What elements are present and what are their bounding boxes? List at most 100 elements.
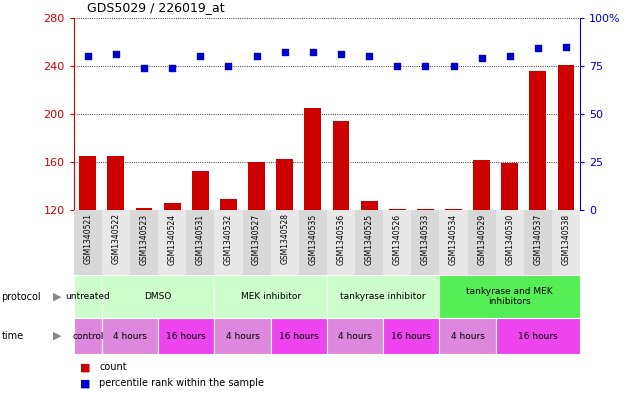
Text: GSM1340537: GSM1340537 bbox=[533, 213, 542, 265]
Point bbox=[223, 62, 233, 69]
Text: 4 hours: 4 hours bbox=[113, 332, 147, 340]
Bar bbox=[163, 203, 181, 355]
Point bbox=[251, 53, 262, 59]
Point bbox=[83, 53, 93, 59]
Text: 16 hours: 16 hours bbox=[279, 332, 319, 340]
Text: percentile rank within the sample: percentile rank within the sample bbox=[99, 378, 264, 388]
Point bbox=[504, 53, 515, 59]
Bar bbox=[158, 210, 187, 275]
Text: tankyrase inhibitor: tankyrase inhibitor bbox=[340, 292, 426, 301]
Text: GSM1340531: GSM1340531 bbox=[196, 213, 205, 264]
Bar bbox=[271, 318, 327, 354]
Text: 16 hours: 16 hours bbox=[518, 332, 558, 340]
Bar bbox=[214, 318, 271, 354]
Text: MEK inhibitor: MEK inhibitor bbox=[240, 292, 301, 301]
Bar bbox=[74, 318, 102, 354]
Bar bbox=[467, 210, 495, 275]
Bar bbox=[327, 275, 440, 318]
Point bbox=[308, 49, 318, 55]
Bar bbox=[271, 210, 299, 275]
Bar bbox=[529, 71, 546, 355]
Text: GSM1340532: GSM1340532 bbox=[224, 213, 233, 264]
Text: GSM1340527: GSM1340527 bbox=[252, 213, 261, 264]
Bar bbox=[158, 318, 214, 354]
Text: GSM1340528: GSM1340528 bbox=[280, 213, 289, 264]
Text: GSM1340523: GSM1340523 bbox=[140, 213, 149, 264]
Bar bbox=[412, 210, 440, 275]
Text: time: time bbox=[1, 331, 24, 341]
Bar bbox=[389, 209, 406, 355]
Bar bbox=[440, 210, 467, 275]
Bar bbox=[417, 209, 434, 355]
Text: ■: ■ bbox=[80, 378, 90, 388]
Bar bbox=[102, 210, 130, 275]
Point bbox=[195, 53, 205, 59]
Text: GSM1340522: GSM1340522 bbox=[112, 213, 121, 264]
Bar bbox=[79, 156, 96, 355]
Bar bbox=[383, 210, 412, 275]
Bar bbox=[445, 209, 462, 355]
Text: control: control bbox=[72, 332, 104, 340]
Bar bbox=[299, 210, 327, 275]
Text: GSM1340521: GSM1340521 bbox=[83, 213, 92, 264]
Bar bbox=[333, 121, 349, 355]
Text: GSM1340529: GSM1340529 bbox=[477, 213, 486, 264]
Bar bbox=[495, 318, 580, 354]
Point bbox=[279, 49, 290, 55]
Text: 16 hours: 16 hours bbox=[167, 332, 206, 340]
Point bbox=[364, 53, 374, 59]
Bar bbox=[355, 210, 383, 275]
Bar bbox=[187, 210, 214, 275]
Text: 4 hours: 4 hours bbox=[338, 332, 372, 340]
Text: GSM1340530: GSM1340530 bbox=[505, 213, 514, 265]
Bar bbox=[276, 158, 293, 355]
Text: protocol: protocol bbox=[1, 292, 41, 302]
Text: GSM1340538: GSM1340538 bbox=[562, 213, 570, 264]
Bar bbox=[130, 210, 158, 275]
Text: count: count bbox=[99, 362, 127, 373]
Text: GSM1340533: GSM1340533 bbox=[421, 213, 430, 265]
Bar bbox=[214, 210, 242, 275]
Text: ▶: ▶ bbox=[53, 331, 61, 341]
Bar bbox=[102, 275, 214, 318]
Bar bbox=[74, 210, 102, 275]
Text: DMSO: DMSO bbox=[144, 292, 172, 301]
Point bbox=[561, 43, 571, 50]
Point bbox=[111, 51, 121, 57]
Text: GSM1340526: GSM1340526 bbox=[393, 213, 402, 264]
Bar bbox=[248, 162, 265, 355]
Text: 4 hours: 4 hours bbox=[226, 332, 260, 340]
Bar bbox=[552, 210, 580, 275]
Text: ▶: ▶ bbox=[53, 292, 61, 302]
Bar bbox=[327, 210, 355, 275]
Point bbox=[336, 51, 346, 57]
Text: ■: ■ bbox=[80, 362, 90, 373]
Bar bbox=[440, 318, 495, 354]
Bar bbox=[74, 275, 102, 318]
Bar bbox=[440, 275, 580, 318]
Point bbox=[476, 55, 487, 61]
Point bbox=[139, 64, 149, 71]
Bar bbox=[192, 171, 209, 355]
Text: GSM1340524: GSM1340524 bbox=[168, 213, 177, 264]
Text: GDS5029 / 226019_at: GDS5029 / 226019_at bbox=[87, 1, 224, 14]
Bar bbox=[220, 199, 237, 355]
Text: GSM1340534: GSM1340534 bbox=[449, 213, 458, 265]
Point bbox=[167, 64, 178, 71]
Text: 4 hours: 4 hours bbox=[451, 332, 485, 340]
Text: 16 hours: 16 hours bbox=[392, 332, 431, 340]
Bar bbox=[558, 64, 574, 355]
Point bbox=[392, 62, 403, 69]
Bar bbox=[327, 318, 383, 354]
Bar bbox=[304, 108, 321, 355]
Bar bbox=[102, 318, 158, 354]
Bar bbox=[501, 163, 518, 355]
Bar bbox=[214, 275, 327, 318]
Bar bbox=[136, 208, 153, 355]
Bar bbox=[495, 210, 524, 275]
Point bbox=[449, 62, 459, 69]
Text: untreated: untreated bbox=[65, 292, 110, 301]
Bar bbox=[383, 318, 440, 354]
Bar bbox=[242, 210, 271, 275]
Bar bbox=[108, 156, 124, 355]
